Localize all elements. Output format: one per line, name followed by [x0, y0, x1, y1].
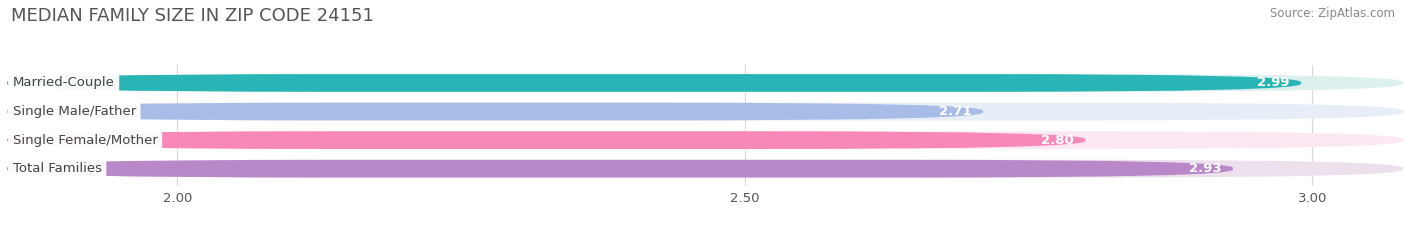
- Text: 2.80: 2.80: [1042, 134, 1074, 147]
- FancyBboxPatch shape: [7, 131, 1085, 149]
- FancyBboxPatch shape: [7, 103, 983, 120]
- FancyBboxPatch shape: [7, 131, 1403, 149]
- FancyBboxPatch shape: [7, 74, 1403, 92]
- FancyBboxPatch shape: [7, 74, 1301, 92]
- FancyBboxPatch shape: [7, 160, 1403, 178]
- Text: Source: ZipAtlas.com: Source: ZipAtlas.com: [1270, 7, 1395, 20]
- FancyBboxPatch shape: [7, 160, 1233, 178]
- Text: Single Female/Mother: Single Female/Mother: [13, 134, 157, 147]
- Text: Single Male/Father: Single Male/Father: [13, 105, 136, 118]
- Text: 2.99: 2.99: [1257, 76, 1289, 89]
- Text: 2.93: 2.93: [1189, 162, 1222, 175]
- FancyBboxPatch shape: [7, 103, 1403, 120]
- Text: Total Families: Total Families: [13, 162, 101, 175]
- Text: 2.71: 2.71: [939, 105, 972, 118]
- Text: Married-Couple: Married-Couple: [13, 76, 114, 89]
- Text: MEDIAN FAMILY SIZE IN ZIP CODE 24151: MEDIAN FAMILY SIZE IN ZIP CODE 24151: [11, 7, 374, 25]
